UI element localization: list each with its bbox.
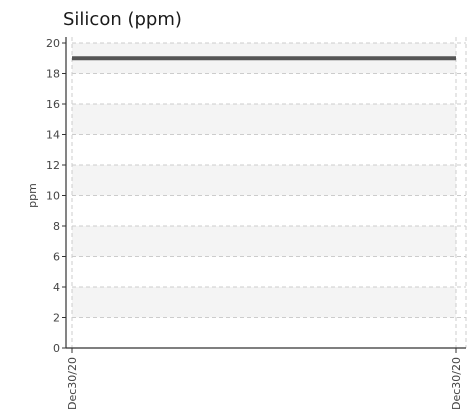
y-tick-label: 6 <box>53 251 60 264</box>
x-tick-label: Dec30/20 <box>450 357 463 410</box>
grid-band <box>72 165 456 196</box>
y-tick-label: 18 <box>46 68 60 81</box>
y-tick-label: 20 <box>46 37 60 50</box>
y-axis-title: ppm <box>26 183 39 208</box>
y-tick-label: 16 <box>46 98 60 111</box>
y-tick-label: 0 <box>53 342 60 355</box>
y-tick-label: 10 <box>46 190 60 203</box>
chart-title: Silicon (ppm) <box>63 9 182 30</box>
y-tick-label: 14 <box>46 129 60 142</box>
grid-band <box>72 104 456 135</box>
grid-band <box>72 226 456 257</box>
y-tick-label: 12 <box>46 159 60 172</box>
y-tick-label: 2 <box>53 312 60 325</box>
x-tick-label: Dec30/20 <box>66 357 79 410</box>
y-tick-label: 8 <box>53 220 60 233</box>
grid-band <box>72 287 456 318</box>
y-tick-label: 4 <box>53 281 60 294</box>
